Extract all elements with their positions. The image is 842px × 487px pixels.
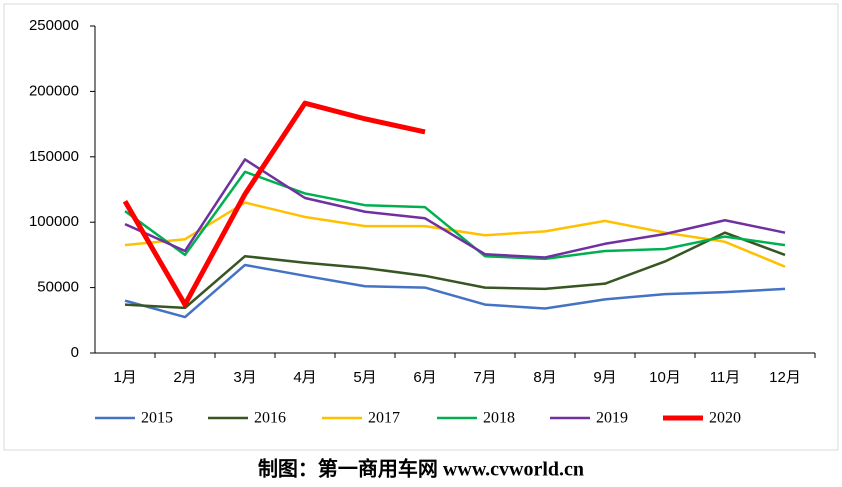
y-tick-label: 100000 (29, 213, 79, 230)
legend-label: 2015 (141, 410, 173, 427)
legend-label: 2016 (254, 410, 286, 427)
x-tick-label: 3月 (233, 369, 256, 386)
x-tick-label: 6月 (413, 369, 436, 386)
x-tick-label: 12月 (769, 369, 801, 386)
series-line (124, 231, 786, 310)
x-tick-label: 5月 (353, 369, 376, 386)
y-tick-label: 50000 (37, 279, 79, 296)
caption: 制图：第一商用车网 www.cvworld.cn (258, 457, 584, 481)
x-tick-label: 2月 (173, 369, 196, 386)
legend-label: 2020 (709, 410, 741, 427)
y-tick-label: 150000 (29, 148, 79, 165)
series-line (124, 263, 786, 319)
y-tick-label: 250000 (29, 17, 79, 34)
x-tick-label: 8月 (533, 369, 556, 386)
x-tick-label: 9月 (593, 369, 616, 386)
x-tick-label: 1月 (113, 369, 136, 386)
x-tick-label: 11月 (710, 369, 741, 386)
y-tick-label: 200000 (29, 82, 79, 99)
x-tick-label: 10月 (649, 369, 681, 386)
x-tick-label: 7月 (473, 369, 496, 386)
series-line (124, 158, 786, 259)
legend-label: 2019 (596, 410, 628, 427)
series-line (122, 100, 426, 308)
legend-label: 2017 (368, 410, 400, 427)
legend-label: 2018 (483, 410, 515, 427)
series-line (124, 170, 786, 261)
y-tick-label: 0 (71, 344, 79, 361)
x-tick-label: 4月 (293, 369, 316, 386)
